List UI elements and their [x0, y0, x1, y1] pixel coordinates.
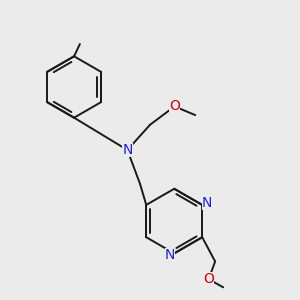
- Text: N: N: [164, 248, 175, 262]
- Text: O: O: [203, 272, 214, 286]
- Text: N: N: [202, 196, 212, 210]
- Text: N: N: [122, 143, 133, 157]
- Text: O: O: [169, 99, 180, 113]
